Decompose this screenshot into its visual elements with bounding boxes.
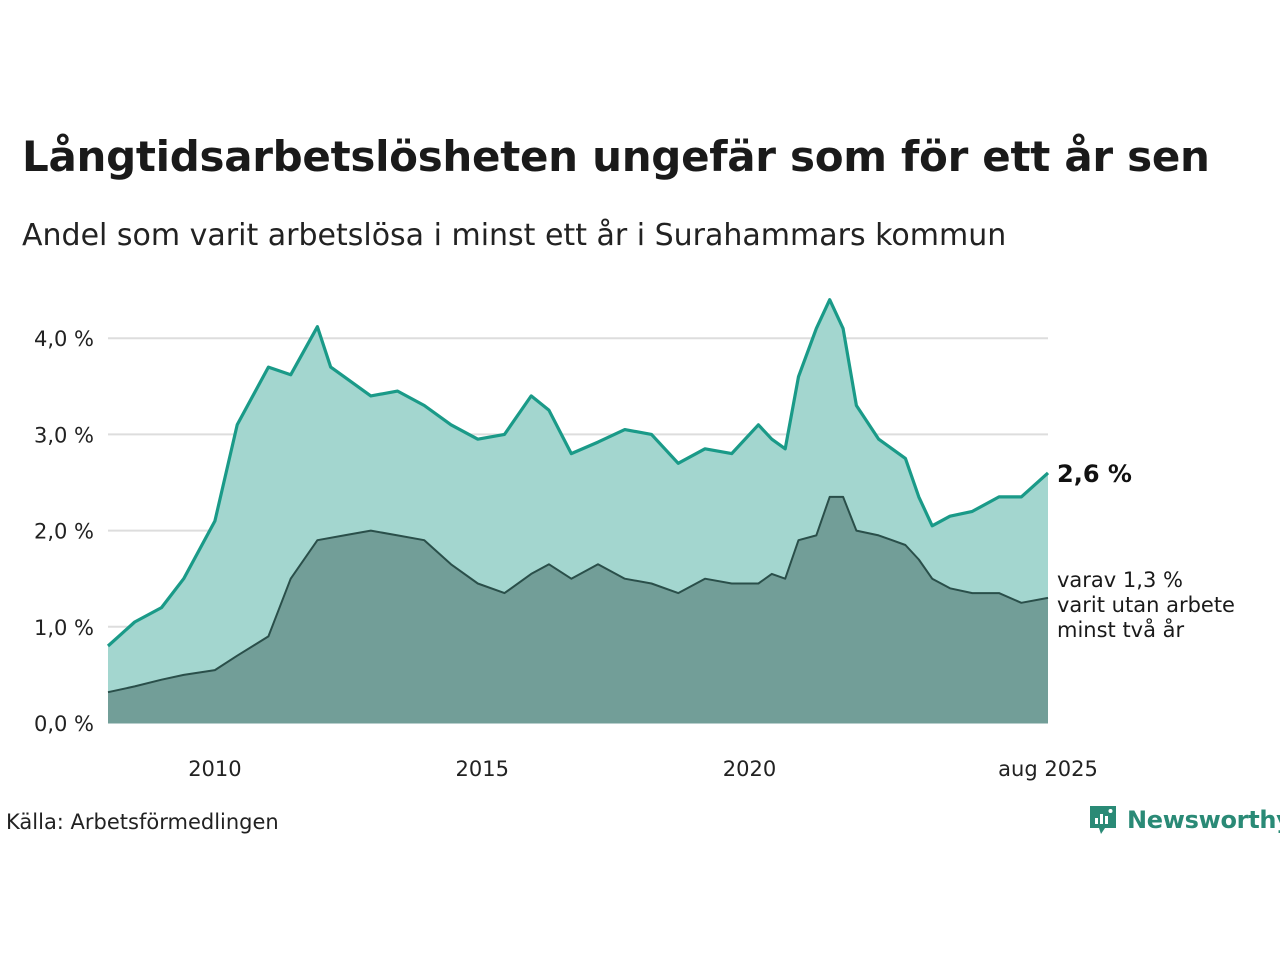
line-total [106,298,1050,648]
areas [106,298,1050,723]
y-tick-label: 1,0 % [34,616,94,640]
chart-title: Långtidsarbetslösheten ungefär som för e… [22,132,1210,181]
y-tick-label: 2,0 % [34,520,94,544]
y-tick-label: 4,0 % [34,327,94,351]
last-value-label-two-years: varav 1,3 % [1057,568,1183,592]
last-value-label-two-years: varit utan arbete [1057,593,1235,617]
y-tick-label: 3,0 % [34,423,94,447]
brand-logo: Newsworthy [1088,804,1280,836]
x-tick-label: 2010 [188,757,241,781]
axes: 0,0 % 1,0 % 2,0 % 3,0 % 4,0 % 2010 2015 2020 aug… [34,327,1098,781]
line-two_years [107,495,1049,694]
x-tick-label: 2015 [455,757,508,781]
x-tick-label: 2020 [723,757,776,781]
x-tick-label: aug 2025 [998,757,1098,781]
last-value-label-total: 2,6 % [1057,460,1132,488]
chart-subtitle: Andel som varit arbetslösa i minst ett å… [22,218,1007,253]
y-tick-label: 0,0 % [34,712,94,736]
last-value-label-two-years: minst två år [1057,617,1185,642]
brand-name: Newsworthy [1127,806,1280,834]
source-note: Källa: Arbetsförmedlingen [6,810,279,834]
newsworthy-logo-icon [1090,806,1116,834]
area-two_years [108,496,1048,723]
